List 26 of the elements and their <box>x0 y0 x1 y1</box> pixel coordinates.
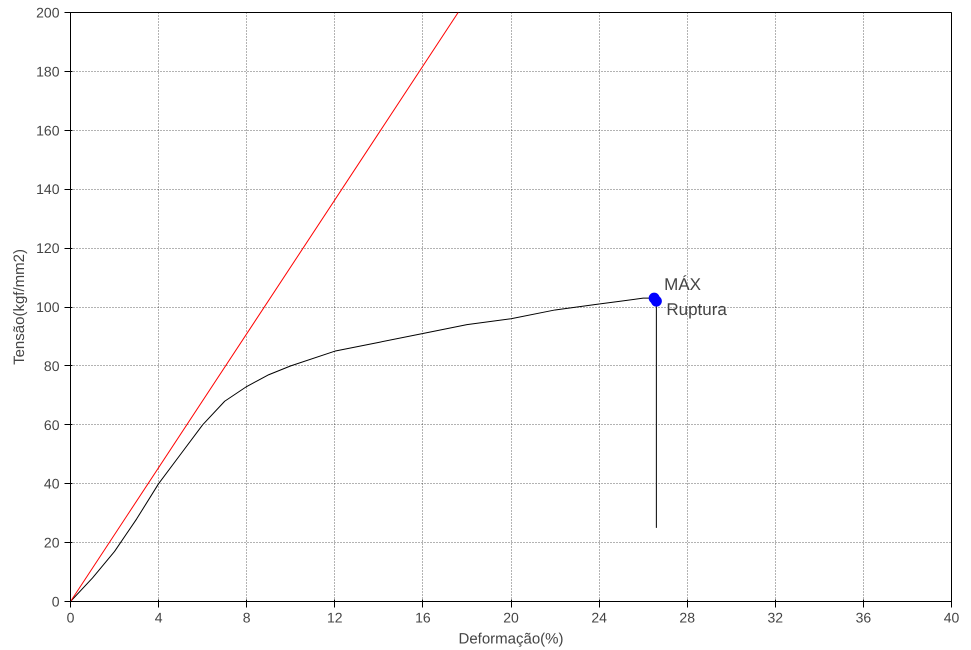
x-tick-label: 16 <box>415 610 431 626</box>
y-tick-label: 0 <box>52 594 60 610</box>
y-tick-label: 160 <box>36 122 60 138</box>
x-tick-label: 40 <box>944 610 960 626</box>
annotation: MÁX <box>664 275 702 294</box>
y-tick-label: 180 <box>36 63 60 80</box>
y-tick-label: 40 <box>44 476 60 492</box>
y-tick-label: 140 <box>36 181 60 198</box>
y-tick-label: 80 <box>44 358 60 374</box>
x-tick-label: 36 <box>856 610 872 626</box>
x-tick-label: 4 <box>154 610 163 626</box>
y-tick-label: 100 <box>36 299 60 315</box>
x-tick-label: 28 <box>679 610 696 626</box>
annotation: Ruptura <box>666 300 728 320</box>
x-tick-label: 32 <box>768 610 784 626</box>
y-tick-label: 60 <box>44 416 60 433</box>
y-tick-label: 120 <box>36 240 60 256</box>
x-tick-label: 0 <box>66 610 75 626</box>
x-tick-label: 20 <box>503 610 519 626</box>
y-tick-label: 20 <box>44 534 60 551</box>
x-tick-label: 8 <box>242 610 251 626</box>
x-tick-label: 24 <box>591 610 608 626</box>
x-axis-title: Deformação(%) <box>458 630 564 648</box>
y-axis-title: Tensão(kgf/mm2) <box>11 249 28 365</box>
x-tick-label: 12 <box>327 610 343 626</box>
y-tick-label: 200 <box>36 4 60 20</box>
